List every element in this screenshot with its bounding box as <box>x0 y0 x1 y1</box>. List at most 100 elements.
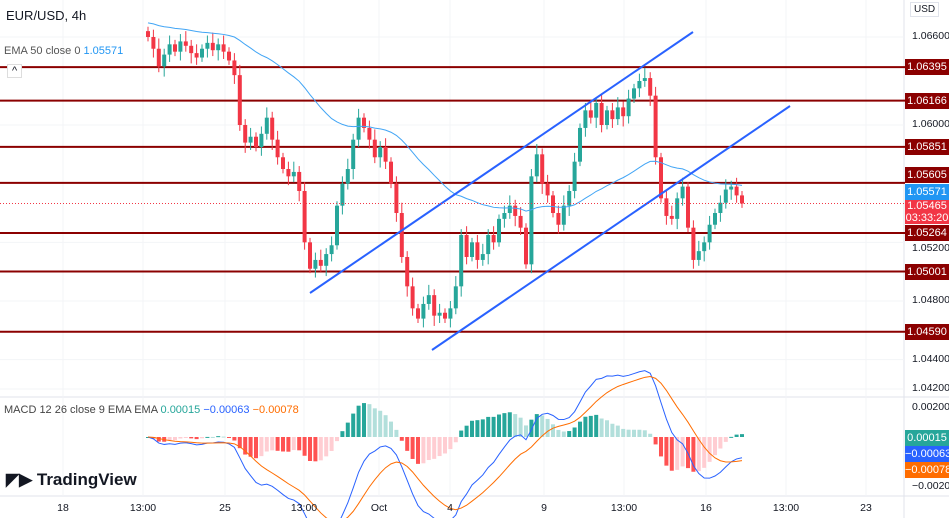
macd-histogram-bar <box>437 437 442 457</box>
candle <box>227 51 231 61</box>
macd-histogram-bar <box>243 437 248 455</box>
macd-histogram-bar <box>648 433 653 437</box>
macd-histogram-bar <box>675 437 680 470</box>
candle <box>372 139 377 158</box>
macd-histogram-bar <box>669 437 674 471</box>
candle <box>502 213 507 219</box>
candle <box>610 110 615 120</box>
macd-histogram-bar <box>702 437 707 468</box>
x-tick-label: 18 <box>57 502 69 514</box>
macd-histogram-bar <box>264 437 269 452</box>
macd-histogram-bar <box>227 437 231 438</box>
candle <box>615 107 620 120</box>
macd-histogram-bar <box>351 413 356 437</box>
currency-label[interactable]: USD <box>910 2 940 17</box>
macd-tick-label: 0.00200 <box>912 401 949 413</box>
candle <box>588 110 593 118</box>
macd-histogram-bar <box>216 436 221 438</box>
candle <box>200 48 204 58</box>
macd-histogram-bar <box>302 437 307 456</box>
macd-histogram-bar <box>513 414 518 437</box>
candle <box>561 205 566 225</box>
candle <box>167 44 172 55</box>
candle <box>529 176 534 265</box>
macd-histogram-bar <box>308 437 312 461</box>
candle <box>545 183 550 196</box>
macd-legend[interactable]: MACD 12 26 close 9 EMA EMA 0.00015 −0.00… <box>4 404 299 416</box>
candle <box>475 242 480 260</box>
candle <box>183 41 188 46</box>
macd-histogram-bar <box>383 415 388 437</box>
candle <box>470 242 474 258</box>
macd-tick-label: −0.00200 <box>912 480 949 492</box>
x-tick-label: 13:00 <box>129 502 157 514</box>
macd-histogram-bar <box>626 429 631 437</box>
macd-histogram-bar <box>178 437 183 439</box>
last-price-label: 1.05465 03:33:20 <box>905 200 949 224</box>
x-tick-label: 13:00 <box>610 502 638 514</box>
macd-histogram-bar <box>453 437 458 443</box>
candle <box>308 242 312 269</box>
channel-upper-line <box>309 31 694 294</box>
macd-histogram-bar <box>200 437 204 439</box>
tradingview-logo[interactable]: ◤▶ TradingView <box>6 470 137 490</box>
collapse-legend-icon[interactable]: ^ <box>7 64 23 78</box>
macd-histogram-bar <box>275 437 280 451</box>
candle <box>675 198 680 219</box>
candle <box>216 44 221 51</box>
macd-histogram-bar <box>653 437 658 445</box>
macd-histogram-bar <box>421 437 426 464</box>
macd-histogram-bar <box>545 418 550 437</box>
candle <box>286 169 291 177</box>
macd-histogram-bar <box>659 437 663 457</box>
macd-histogram-bar <box>556 429 561 437</box>
candle <box>453 286 458 309</box>
candle <box>351 139 356 170</box>
signal-line <box>147 376 743 518</box>
candle <box>524 227 528 265</box>
macd-histogram-bar <box>588 415 593 437</box>
macd-histogram-bar <box>286 437 291 452</box>
candle <box>383 147 388 162</box>
macd-histogram-bar <box>723 437 728 442</box>
candle <box>389 161 393 184</box>
macd-histogram-bar <box>491 416 496 437</box>
macd-histogram-bar <box>362 403 366 437</box>
candle <box>691 227 696 260</box>
macd-line <box>147 370 743 518</box>
candle <box>367 127 372 140</box>
macd-hist-label: 0.00015 <box>905 430 949 446</box>
candle <box>178 41 183 52</box>
candle <box>264 117 269 134</box>
candle <box>626 98 631 117</box>
candle <box>686 186 690 228</box>
candle <box>734 186 739 196</box>
macd-histogram-bar <box>335 437 339 442</box>
macd-histogram-bar <box>248 437 253 457</box>
candle <box>156 48 161 67</box>
macd-histogram-bar <box>534 414 539 437</box>
candle <box>599 102 604 125</box>
candle <box>491 235 496 243</box>
candle <box>583 110 588 128</box>
candle <box>205 42 210 49</box>
macd-histogram-bar <box>259 437 264 457</box>
level-price-label: 1.06166 <box>905 92 949 109</box>
macd-histogram-bar <box>372 408 377 437</box>
last-price: 1.05465 <box>907 200 947 212</box>
candle <box>486 235 491 255</box>
candle <box>281 157 285 170</box>
macd-histogram-bar <box>378 410 383 437</box>
macd-histogram-bar <box>740 434 744 437</box>
macd-histogram-bar <box>416 437 420 464</box>
price-tick-label: 1.06000 <box>912 118 949 130</box>
ema-legend[interactable]: EMA 50 close 0 1.05571 <box>4 45 123 57</box>
macd-histogram-bar <box>518 417 523 437</box>
macd-histogram-bar <box>642 430 647 437</box>
candle <box>329 245 334 255</box>
candle <box>578 127 582 162</box>
macd-histogram-bar <box>318 437 323 461</box>
macd-histogram-bar <box>470 420 474 437</box>
candle <box>713 213 717 225</box>
